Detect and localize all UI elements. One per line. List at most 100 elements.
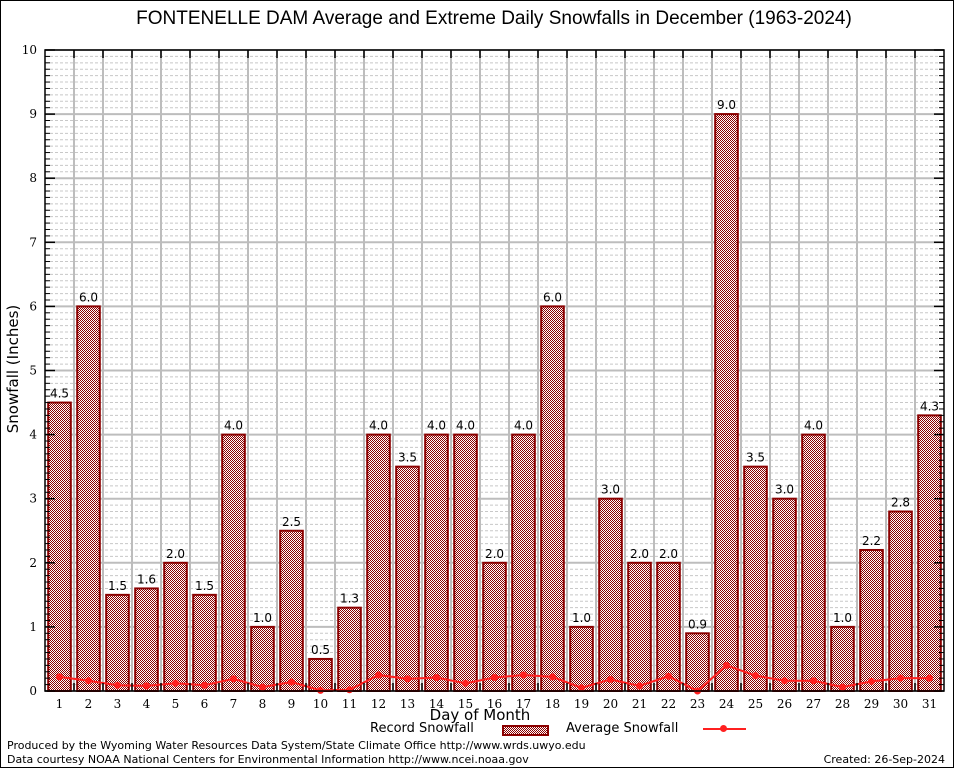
average-point	[723, 661, 730, 669]
record-bar	[859, 548, 884, 692]
record-bar-label: 4.0	[456, 419, 475, 433]
record-bar-label: 2.0	[485, 547, 504, 561]
record-bar	[250, 625, 275, 693]
y-tick-label: 9	[29, 107, 37, 121]
footer-data-source: Data courtesy NOAA National Centers for …	[7, 753, 529, 766]
record-bar	[453, 433, 478, 692]
record-bar	[221, 433, 246, 692]
average-point	[114, 681, 121, 689]
average-point	[462, 679, 469, 687]
record-bar	[569, 625, 594, 693]
record-bar-label: 3.5	[746, 451, 765, 465]
record-bar	[714, 113, 739, 693]
footer-created-date: Created: 26-Sep-2024	[823, 753, 945, 766]
x-tick-label: 2	[85, 697, 93, 711]
record-bar-label: 2.0	[166, 547, 185, 561]
x-tick-label: 17	[516, 697, 531, 711]
record-bar	[308, 657, 333, 693]
record-bar	[830, 625, 855, 693]
record-bar-label: 9.0	[717, 98, 736, 112]
y-tick-labels: 0 1 2 3 4 5 6 7 8 9 10	[22, 43, 38, 698]
average-point	[665, 672, 672, 680]
record-bar-label: 0.5	[311, 643, 330, 657]
x-tick-label: 10	[313, 697, 328, 711]
y-tick-label: 5	[29, 364, 37, 378]
average-point	[549, 673, 556, 681]
x-tick-label: 7	[230, 697, 238, 711]
x-tick-label: 18	[545, 697, 560, 711]
average-point	[578, 684, 585, 692]
record-bar	[685, 632, 710, 692]
record-bar	[801, 433, 826, 692]
x-tick-label: 5	[172, 697, 180, 711]
legend-average-label: Average Snowfall	[566, 721, 679, 736]
record-bar-label: 2.0	[659, 547, 678, 561]
x-tick-labels: 1 2 3 4 5 6 7 8 9 10 11 12 13 14 15 16 17 18 19 20 21 22 23 24 2…	[56, 697, 937, 711]
record-bar	[656, 561, 681, 692]
record-bar-label: 4.5	[50, 387, 69, 401]
record-bar-label: 1.0	[833, 611, 852, 625]
record-bar	[337, 606, 362, 692]
x-tick-label: 14	[429, 697, 445, 711]
average-point	[56, 673, 63, 681]
record-bar-label: 1.0	[572, 611, 591, 625]
record-bar	[627, 561, 652, 692]
average-point	[926, 674, 933, 682]
average-point	[636, 682, 643, 690]
average-point	[897, 674, 904, 682]
x-tick-label: 12	[371, 697, 386, 711]
record-bar	[279, 529, 304, 692]
x-tick-label: 31	[922, 697, 937, 711]
x-axis-label: Day of Month	[429, 706, 531, 724]
legend-average-marker	[720, 725, 727, 732]
record-bar-label: 2.2	[862, 534, 881, 548]
y-tick-label: 1	[29, 620, 37, 634]
footer-producer: Produced by the Wyoming Water Resources …	[7, 739, 586, 752]
x-tick-label: 19	[574, 697, 589, 711]
axes	[44, 49, 945, 692]
y-tick-label: 10	[22, 43, 37, 57]
record-bar-label: 3.0	[601, 483, 620, 497]
average-point	[491, 674, 498, 682]
x-tick-label: 15	[458, 697, 473, 711]
x-tick-label: 23	[690, 697, 705, 711]
average-point	[201, 681, 208, 689]
average-point	[85, 677, 92, 685]
record-bar-label: 4.0	[224, 419, 243, 433]
record-bar	[76, 305, 101, 692]
record-bar-label: 4.0	[804, 419, 823, 433]
x-tick-label: 11	[342, 697, 357, 711]
y-tick-label: 0	[29, 684, 37, 698]
average-point	[346, 686, 353, 694]
x-tick-label: 8	[259, 697, 267, 711]
record-bar	[540, 305, 565, 692]
average-point	[143, 682, 150, 690]
legend-record-swatch	[502, 725, 549, 736]
chart-title: FONTENELLE DAM Average and Extreme Daily…	[136, 8, 852, 29]
x-tick-label: 21	[632, 697, 647, 711]
record-bar	[366, 433, 391, 692]
major-gridlines	[45, 49, 944, 692]
x-tick-label: 1	[56, 697, 64, 711]
x-tick-label: 28	[835, 697, 850, 711]
x-tick-label: 16	[487, 697, 502, 711]
record-bar	[134, 587, 159, 692]
y-tick-label: 8	[29, 171, 37, 185]
average-point	[839, 683, 846, 691]
record-bar	[743, 465, 768, 692]
average-point	[288, 678, 295, 686]
record-bar-label: 0.9	[688, 617, 707, 631]
x-tick-label: 9	[288, 697, 296, 711]
average-point	[520, 671, 527, 679]
average-point	[810, 677, 817, 685]
x-tick-label: 29	[864, 697, 879, 711]
average-line	[56, 661, 933, 695]
record-bar	[772, 497, 797, 693]
record-bar-label: 4.0	[514, 419, 533, 433]
record-bar-label: 1.0	[253, 611, 272, 625]
record-bar	[482, 561, 507, 692]
average-point	[607, 675, 614, 683]
average-point	[259, 683, 266, 691]
y-tick-label: 4	[29, 428, 37, 442]
